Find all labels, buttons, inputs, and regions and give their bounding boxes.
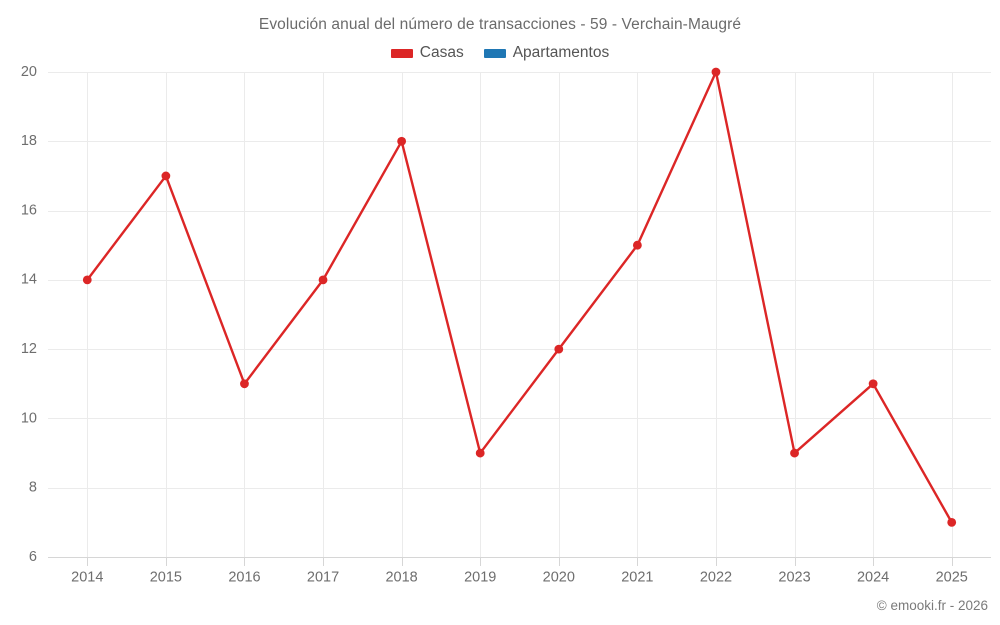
y-axis-tick-label: 10	[21, 410, 37, 426]
x-axis-tick-label: 2018	[385, 570, 417, 586]
data-point[interactable]	[240, 379, 249, 389]
data-point[interactable]	[554, 344, 564, 354]
data-point[interactable]	[868, 379, 878, 389]
data-point[interactable]	[632, 240, 642, 250]
data-point[interactable]	[318, 275, 328, 285]
y-axis-tick-label: 16	[21, 202, 37, 218]
y-axis-tick-label: 12	[21, 341, 37, 357]
data-point[interactable]	[82, 275, 92, 285]
x-axis-tick-label: 2015	[150, 570, 182, 586]
y-axis-tick-label: 18	[21, 133, 37, 149]
data-point[interactable]	[397, 136, 407, 146]
chart-legend: Casas Apartamentos	[0, 44, 1000, 62]
y-axis-tick-label: 20	[21, 64, 37, 80]
y-axis-tick-label: 14	[21, 272, 37, 288]
x-axis-tick-label: 2019	[464, 570, 496, 586]
data-point[interactable]	[790, 448, 799, 458]
legend-swatch-apartamentos	[483, 48, 506, 58]
data-point[interactable]	[947, 517, 957, 527]
y-axis-tick-label: 6	[29, 549, 37, 565]
footer-credit: © emooki.fr - 2026	[876, 598, 988, 613]
legend-label-casas: Casas	[419, 44, 464, 61]
data-point[interactable]	[475, 448, 485, 458]
x-axis-tick-label: 2020	[543, 570, 575, 586]
legend-item-apartamentos[interactable]: Apartamentos	[483, 44, 610, 62]
x-axis-tick-label: 2022	[700, 570, 732, 586]
data-point[interactable]	[711, 67, 721, 77]
legend-label-apartamentos: Apartamentos	[512, 44, 610, 61]
x-axis-tick-label: 2023	[778, 570, 810, 586]
x-axis-tick-label: 2017	[307, 570, 339, 586]
x-axis-tick-label: 2025	[936, 570, 968, 586]
y-axis-tick-label: 8	[29, 480, 37, 496]
data-point[interactable]	[161, 171, 171, 181]
series-line-casas	[86, 70, 953, 524]
legend-item-casas[interactable]: Casas	[390, 44, 464, 62]
legend-swatch-casas	[390, 48, 413, 58]
chart-title: Evolución anual del número de transaccio…	[258, 16, 742, 33]
x-axis-tick-label: 2016	[228, 570, 260, 586]
x-axis-tick-label: 2021	[621, 570, 653, 586]
x-axis-tick-label: 2014	[71, 570, 103, 586]
x-axis-tick-label: 2024	[857, 570, 889, 586]
